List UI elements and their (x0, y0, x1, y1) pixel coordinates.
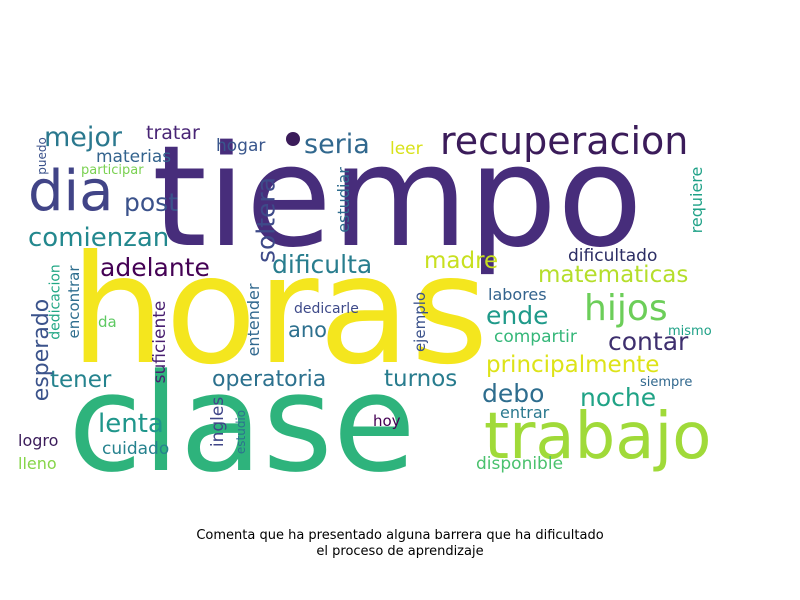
word-operatoria: operatoria (212, 367, 326, 392)
word-siempre: siempre (640, 375, 692, 390)
word-entrar: entrar (500, 403, 550, 422)
word-requiere: requiere (687, 167, 706, 234)
word-compartir: compartir (494, 327, 577, 347)
word-hoy: hoy (373, 412, 401, 430)
word-matematicas: matematicas (538, 262, 688, 288)
word-dificultado: dificultado (568, 246, 657, 266)
word-suficiente: suficiente (150, 301, 170, 384)
word-estudiar: estudiar (334, 167, 353, 233)
word-lenta: lenta (98, 409, 164, 439)
word-tratar: tratar (146, 122, 200, 144)
word-principalmente: principalmente (486, 352, 659, 378)
word-soltera: soltera (251, 177, 280, 263)
word-dedicacion: dedicacion (48, 264, 64, 340)
caption-line-2: el proceso de aprendizaje (316, 544, 484, 559)
word-madre: madre (424, 248, 498, 274)
word-turnos: turnos (384, 366, 457, 392)
word-mismo: mismo (668, 324, 712, 339)
word-entender: entender (244, 283, 263, 356)
word-recuperacion: recuperacion (440, 119, 688, 163)
word-mejor: mejor (44, 122, 123, 153)
word-tener: tener (50, 367, 112, 393)
word-participar: participar (81, 163, 144, 178)
word-ejemplo: ejemplo (411, 292, 429, 352)
word-dia: dia (28, 159, 113, 224)
word-labores: labores (488, 285, 547, 304)
word-horas: horas (70, 224, 489, 398)
word-dedicarle: dedicarle (294, 301, 359, 317)
word-cuidado: cuidado (102, 439, 169, 459)
word-disponible: disponible (476, 454, 563, 474)
caption-line-1: Comenta que ha presentado alguna barrera… (196, 528, 604, 543)
word-seria: seria (304, 129, 370, 160)
word-noche: noche (580, 383, 656, 412)
word-hogar: hogar (216, 136, 265, 156)
word-materias: materias (96, 147, 171, 167)
word-dificulta: dificulta (272, 250, 372, 279)
word-adelante: adelante (100, 253, 210, 282)
word-ende: ende (486, 301, 548, 330)
word-comienzan: comienzan (28, 223, 169, 253)
word-clase: clase (68, 345, 416, 502)
word-puedo: puedo (35, 137, 49, 175)
word-da: da (98, 313, 117, 331)
word-lleno: lleno (18, 454, 57, 473)
word-post: post (124, 188, 178, 217)
word-ingles: ingles (208, 397, 228, 447)
word-hijos: hijos (584, 288, 668, 329)
figure-caption: Comenta que ha presentado alguna barrera… (0, 528, 800, 560)
word-estudio: estudio (234, 410, 248, 454)
word-tiempo: tiempo (152, 116, 643, 279)
word-logro: logro (18, 431, 58, 450)
word-leer: leer (390, 139, 423, 159)
word-ano: ano (288, 318, 327, 342)
word-contar: contar (608, 327, 689, 356)
word-encontrar: encontrar (65, 265, 83, 339)
word-dot-mark (286, 132, 300, 146)
word-esperado: esperado (29, 299, 54, 401)
word-debo: debo (482, 379, 544, 408)
word-trabajo: trabajo (484, 400, 711, 474)
